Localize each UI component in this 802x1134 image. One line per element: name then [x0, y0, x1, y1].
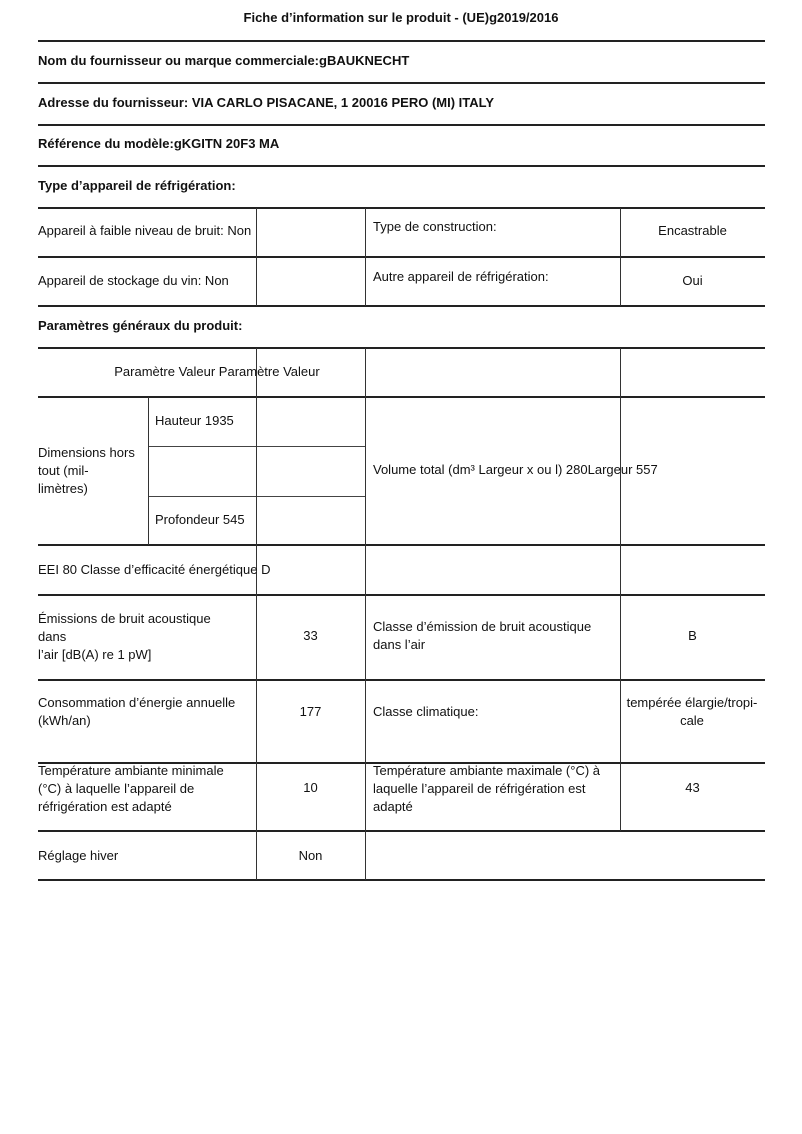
energy-label-line: Consommation d’énergie annuelle [38, 695, 236, 710]
eei-class: EEI 80 Classe d’efficacité énergétique D [38, 562, 271, 577]
dimensions-label-line: tout (mil- [38, 463, 89, 478]
divider [38, 679, 765, 681]
volume-width-value: Volume total (dm³ Largeur x ou l) 280Lar… [373, 462, 658, 477]
other-appliance-label: Autre appareil de réfrigération: [373, 269, 549, 284]
winter-setting-label: Réglage hiver [38, 848, 119, 863]
other-appliance-value: Oui [682, 273, 703, 288]
general-params-heading: Paramètres généraux du produit: [38, 318, 243, 333]
temp-min-value: 10 [303, 780, 318, 795]
temp-max-value: 43 [685, 780, 700, 795]
winter-setting-value: Non [298, 848, 323, 863]
construction-type-label: Type de construction: [373, 219, 497, 234]
divider [38, 396, 765, 398]
low-noise-appliance: Appareil à faible niveau de bruit: Non [38, 223, 252, 238]
energy-value: 177 [299, 704, 322, 719]
column-divider [620, 208, 621, 306]
temp-min-label-line: (°C) à laquelle l’appareil de [38, 781, 195, 796]
column-divider [256, 348, 257, 880]
column-divider [620, 348, 621, 831]
wine-storage-appliance: Appareil de stockage du vin: Non [38, 273, 229, 288]
temp-min-label-line: réfrigération est adapté [38, 799, 172, 814]
noise-class-value: B [688, 628, 697, 643]
column-divider [365, 348, 366, 880]
noise-class-label-line: dans l’air [373, 637, 426, 652]
temp-max-label-line: Température ambiante maximale (°C) à [373, 763, 601, 778]
climate-class-label: Classe climatique: [373, 704, 479, 719]
climate-class-value-line: cale [680, 713, 704, 728]
construction-type-value: Encastrable [658, 223, 727, 238]
height-value: Hauteur 1935 [155, 413, 234, 428]
column-divider [365, 208, 366, 306]
noise-value: 33 [303, 628, 318, 643]
divider [38, 879, 765, 881]
climate-class-value-line: tempérée élargie/tropi- [626, 695, 758, 710]
params-header: Paramètre Valeur Paramètre Valeur [114, 364, 320, 379]
divider [38, 305, 765, 307]
noise-label-line: l’air [dB(A) re 1 pW] [38, 647, 152, 662]
divider [38, 40, 765, 42]
divider [38, 347, 765, 349]
column-divider [148, 397, 149, 545]
divider [38, 82, 765, 84]
supplier-name: Nom du fournisseur ou marque commerciale… [38, 53, 410, 68]
divider [38, 830, 765, 832]
model-reference: Référence du modèle:gKGITN 20F3 MA [38, 136, 280, 151]
page-title: Fiche d’information sur le produit - (UE… [243, 10, 559, 25]
divider [38, 544, 765, 546]
column-divider [256, 208, 257, 306]
appliance-type-heading: Type d’appareil de réfrigération: [38, 178, 236, 193]
dimensions-label-line: Dimensions hors [38, 445, 135, 460]
depth-value: Profondeur 545 [155, 512, 245, 527]
divider [38, 256, 765, 258]
divider [38, 165, 765, 167]
temp-min-label-line: Température ambiante minimale [38, 763, 224, 778]
noise-label-line: dans [38, 629, 67, 644]
noise-class-label-line: Classe d’émission de bruit acoustique [373, 619, 592, 634]
dimensions-label-line: limètres) [38, 481, 88, 496]
divider [38, 207, 765, 209]
noise-label-line: Émissions de bruit acoustique [38, 611, 211, 626]
divider [38, 594, 765, 596]
supplier-address: Adresse du fournisseur: VIA CARLO PISACA… [38, 95, 495, 110]
temp-max-label-line: laquelle l’appareil de réfrigération est [373, 781, 586, 796]
temp-max-label-line: adapté [373, 799, 413, 814]
divider [38, 762, 765, 764]
energy-label-line: (kWh/an) [38, 713, 91, 728]
divider [38, 124, 765, 126]
